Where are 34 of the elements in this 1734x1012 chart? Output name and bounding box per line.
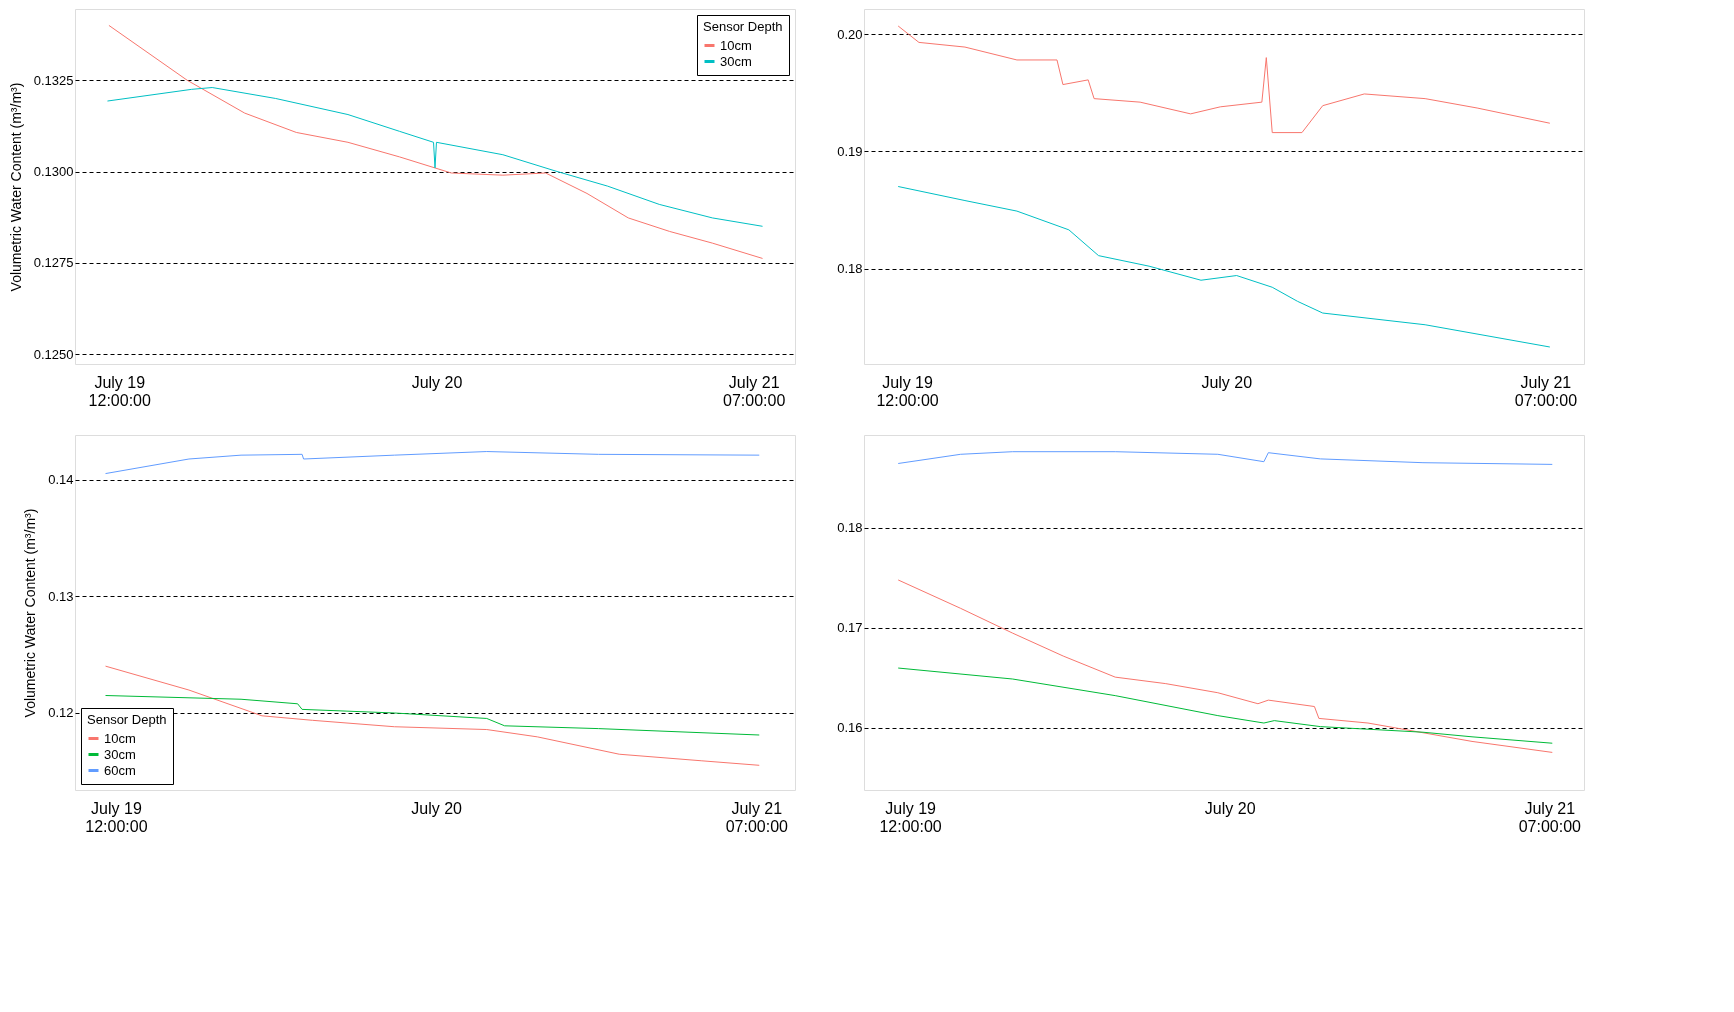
y-tick-label: 0.18 xyxy=(837,520,863,536)
x-tick-label: July 20 xyxy=(1204,799,1256,817)
legend-title: Sensor Depth xyxy=(703,19,783,34)
legend-label: 30cm xyxy=(104,746,136,762)
y-tick-label: 0.1300 xyxy=(33,164,74,180)
y-tick-label: 0.13 xyxy=(48,588,74,604)
x-tick-label: July 20 xyxy=(411,799,463,817)
legend-label: 60cm xyxy=(104,762,136,778)
x-tick-label: July 21 07:00:00 xyxy=(723,373,786,409)
legend-title: Sensor Depth xyxy=(87,712,167,727)
x-tick-label: July 19 12:00:00 xyxy=(876,373,939,409)
y-tick-label: 0.17 xyxy=(837,620,863,636)
y-tick-label: 0.14 xyxy=(48,472,74,488)
y-axis-title: Volumetric Water Content (m³/m³) xyxy=(7,82,24,292)
legend-label: 10cm xyxy=(104,730,136,746)
x-tick-label: July 21 07:00:00 xyxy=(725,799,789,835)
x-tick-label: July 20 xyxy=(1201,373,1253,391)
y-tick-label: 0.19 xyxy=(837,143,863,159)
y-tick-label: 0.12 xyxy=(48,705,74,721)
x-tick-label: July 21 07:00:00 xyxy=(1518,799,1582,835)
legend-label: 10cm xyxy=(720,37,752,53)
y-tick-label: 0.1275 xyxy=(33,255,74,271)
y-tick-label: 0.16 xyxy=(837,720,863,736)
x-tick-label: July 19 12:00:00 xyxy=(879,799,942,835)
legend-label: 30cm xyxy=(720,53,752,69)
y-tick-label: 0.1325 xyxy=(33,72,74,88)
x-tick-label: July 21 07:00:00 xyxy=(1514,373,1578,409)
x-tick-label: July 19 12:00:00 xyxy=(85,799,148,835)
y-axis-title: Volumetric Water Content (m³/m³) xyxy=(22,508,39,718)
x-tick-label: July 19 12:00:00 xyxy=(88,373,151,409)
y-tick-label: 0.1250 xyxy=(33,346,74,362)
x-tick-label: July 20 xyxy=(411,373,463,391)
y-tick-label: 0.20 xyxy=(837,26,863,42)
y-tick-label: 0.18 xyxy=(837,261,863,277)
